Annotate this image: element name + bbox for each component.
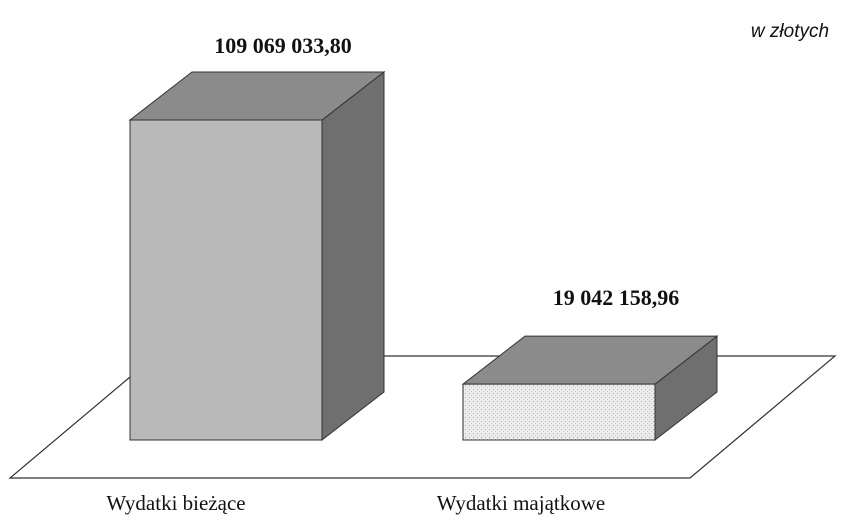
- value-label: 109 069 033,80: [214, 33, 352, 58]
- bar-side: [321, 70, 385, 442]
- x-tick-label: Wydatki bieżące: [106, 491, 245, 515]
- bar-front: [129, 119, 323, 441]
- x-tick-label: Wydatki majątkowe: [437, 491, 605, 515]
- value-label: 19 042 158,96: [553, 285, 680, 310]
- unit-annotation: w złotych: [751, 21, 829, 42]
- bar-front: [462, 383, 656, 441]
